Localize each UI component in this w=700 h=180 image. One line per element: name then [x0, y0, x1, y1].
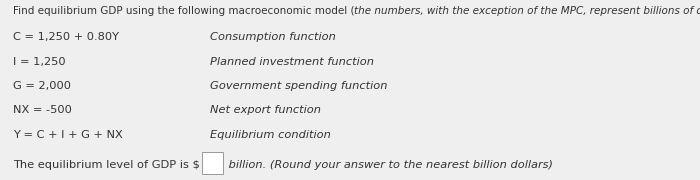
Text: the numbers, with the exception of the MPC, represent billions of dollars: the numbers, with the exception of the M… — [354, 6, 700, 16]
Text: NX = -500: NX = -500 — [13, 105, 71, 115]
Text: billion. (Round your answer to the nearest billion dollars): billion. (Round your answer to the neare… — [225, 160, 553, 170]
Text: C = 1,250 + 0.80Y: C = 1,250 + 0.80Y — [13, 32, 118, 42]
Text: I = 1,250: I = 1,250 — [13, 57, 65, 67]
Text: The equilibrium level of GDP is $: The equilibrium level of GDP is $ — [13, 160, 199, 170]
Text: Equilibrium condition: Equilibrium condition — [210, 130, 331, 140]
Text: Net export function: Net export function — [210, 105, 321, 115]
Text: Planned investment function: Planned investment function — [210, 57, 374, 67]
Text: Consumption function: Consumption function — [210, 32, 336, 42]
Text: Government spending function: Government spending function — [210, 81, 388, 91]
Text: Y = C + I + G + NX: Y = C + I + G + NX — [13, 130, 122, 140]
Bar — [202, 152, 223, 174]
Text: G = 2,000: G = 2,000 — [13, 81, 71, 91]
Text: Find equilibrium GDP using the following macroeconomic model (: Find equilibrium GDP using the following… — [13, 6, 354, 16]
